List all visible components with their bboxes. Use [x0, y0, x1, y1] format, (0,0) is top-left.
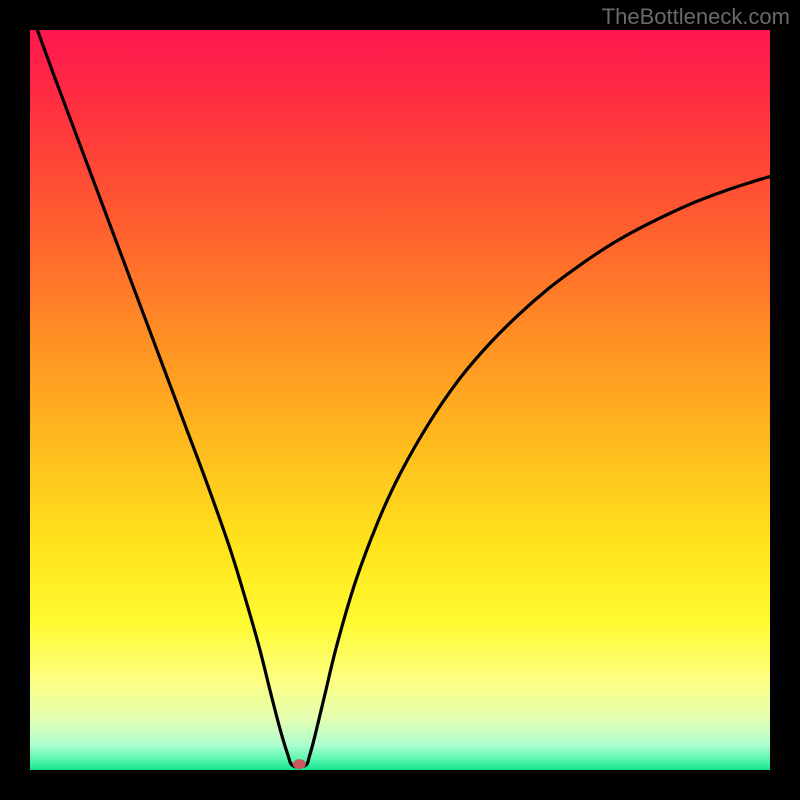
bottleneck-chart	[0, 0, 800, 800]
valley-marker	[293, 759, 306, 769]
chart-plot-area	[30, 30, 770, 770]
chart-container: TheBottleneck.com	[0, 0, 800, 800]
